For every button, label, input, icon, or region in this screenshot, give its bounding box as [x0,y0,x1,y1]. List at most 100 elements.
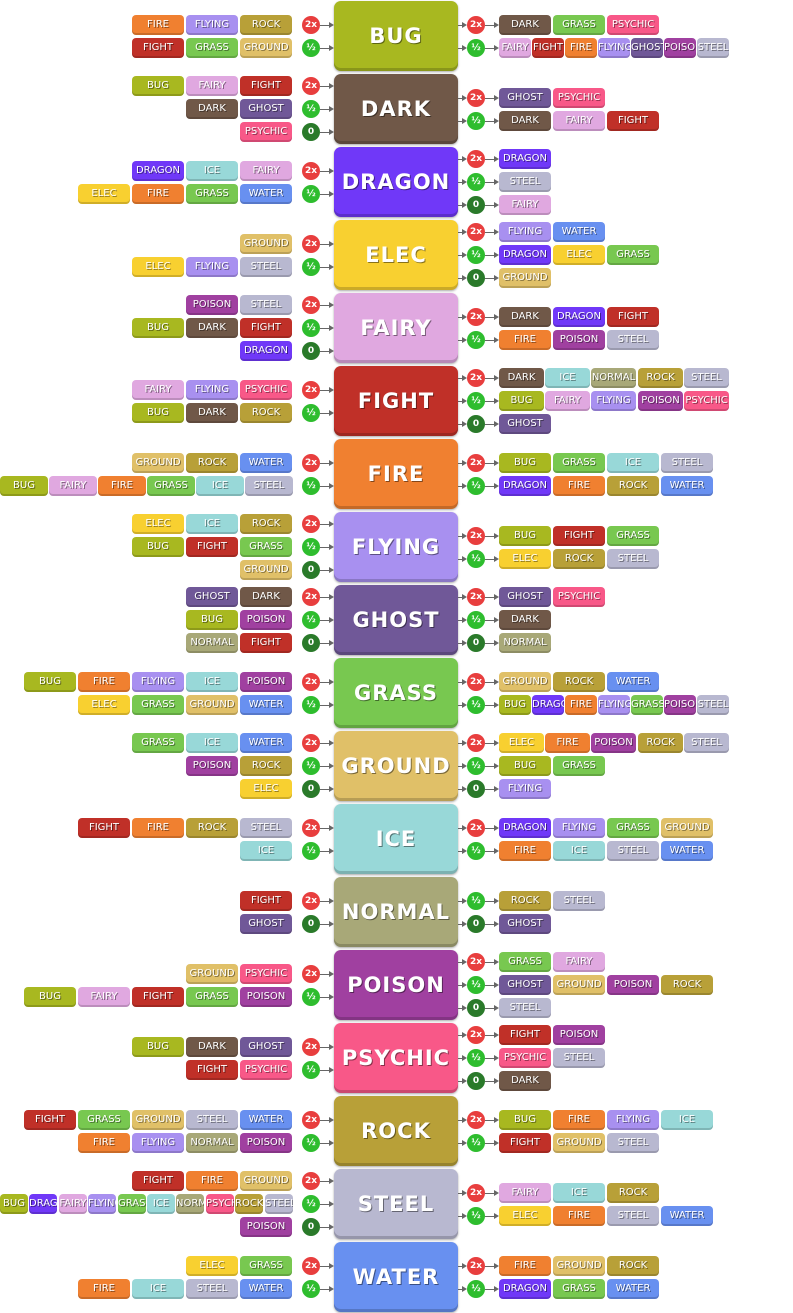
connector-line [320,132,329,133]
chip-dragon: DRAGON [499,476,551,496]
chip-dark: DARK [240,587,292,607]
type-grass-label: GRASS [334,658,458,728]
chip-fairy: FAIRY [132,380,184,400]
type-ground-label: GROUND [334,731,458,801]
connector-line [458,901,462,902]
chip-ground: GROUND [186,695,238,715]
chip-water: WATER [240,453,292,473]
chip-steel: STEEL [499,172,551,192]
badge-half-icon: ½ [467,757,485,775]
chip-fire: FIRE [132,818,184,838]
connector-line [458,1143,462,1144]
chip-ground: GROUND [499,268,551,288]
chip-fight: FIGHT [240,76,292,96]
chip-grass: GRASS [186,184,238,204]
chip-bug: BUG [499,391,544,411]
badge-2x-icon: 2x [302,454,320,472]
connector-line [458,851,462,852]
chip-bug: BUG [0,1194,28,1214]
chip-dark: DARK [499,1071,551,1091]
connector-line [458,1120,462,1121]
connector-line [320,851,329,852]
chip-normal: NORMAL [186,1133,238,1153]
arrowhead-icon [329,594,334,600]
chip-grass: GRASS [132,695,184,715]
chip-fairy: FAIRY [553,952,605,972]
chip-psychic: PSYCHIC [499,1048,551,1068]
badge-0-icon: 0 [302,561,320,579]
chip-normal: NORMAL [499,633,551,653]
chip-fire: FIRE [553,1110,605,1130]
arrowhead-icon [494,679,499,685]
chip-rock: ROCK [240,514,292,534]
connector-line [458,205,462,206]
chip-bug: BUG [132,403,184,423]
connector-line [320,390,329,391]
chip-fire: FIRE [132,15,184,35]
chip-fight: FIGHT [499,1133,551,1153]
badge-half-icon: ½ [302,404,320,422]
chip-grass: GRASS [553,453,605,473]
badge-half-icon: ½ [302,319,320,337]
connector-line [320,974,329,975]
connector-line [485,317,494,318]
badge-half-icon: ½ [467,1280,485,1298]
type-fight-label: FIGHT [334,366,458,436]
connector-line [458,1266,462,1267]
chip-steel: STEEL [186,1279,238,1299]
arrowhead-icon [462,702,467,708]
badge-half-icon: ½ [467,331,485,349]
badge-2x-icon: 2x [467,223,485,241]
connector-line [485,743,494,744]
chip-fight: FIGHT [78,818,130,838]
connector-line [458,1008,462,1009]
connector-line [320,1181,329,1182]
badge-0-icon: 0 [467,415,485,433]
type-fairy-label: FAIRY [334,293,458,363]
chip-fairy: FAIRY [545,391,590,411]
arrowhead-icon [462,921,467,927]
badge-2x-icon: 2x [302,673,320,691]
arrowhead-icon [494,460,499,466]
arrowhead-icon [494,229,499,235]
connector-line [485,828,494,829]
chip-rock: ROCK [240,756,292,776]
badge-0-icon: 0 [467,780,485,798]
chip-grass: GRASS [553,1279,605,1299]
arrowhead-icon [329,898,334,904]
chip-elec: ELEC [78,184,130,204]
chip-normal: NORMAL [176,1194,204,1214]
arrowhead-icon [462,763,467,769]
arrowhead-icon [329,544,334,550]
arrowhead-icon [494,202,499,208]
connector-line [485,159,494,160]
arrowhead-icon [329,191,334,197]
chip-rock: ROCK [607,476,659,496]
type-psychic-label: PSYCHIC [334,1023,458,1093]
chip-grass: GRASS [147,476,195,496]
badge-half-icon: ½ [302,39,320,57]
chip-ice: ICE [186,514,238,534]
connector-line [485,597,494,598]
chip-fire: FIRE [78,1133,130,1153]
chip-water: WATER [661,476,713,496]
type-water-label: WATER [334,1242,458,1312]
connector-line [320,244,329,245]
chip-grass: GRASS [186,987,238,1007]
connector-line [485,682,494,683]
chip-steel: STEEL [499,998,551,1018]
badge-2x-icon: 2x [302,16,320,34]
chip-rock: ROCK [235,1194,263,1214]
chip-flying: FLYING [186,380,238,400]
arrowhead-icon [329,786,334,792]
arrowhead-icon [462,1286,467,1292]
chip-fight: FIGHT [553,526,605,546]
chip-fight: FIGHT [240,891,292,911]
arrowhead-icon [494,483,499,489]
connector-line [320,643,329,644]
arrowhead-icon [494,1263,499,1269]
chip-steel: STEEL [607,1133,659,1153]
badge-2x-icon: 2x [302,1111,320,1129]
badge-0-icon: 0 [467,1072,485,1090]
chip-ground: GROUND [240,38,292,58]
